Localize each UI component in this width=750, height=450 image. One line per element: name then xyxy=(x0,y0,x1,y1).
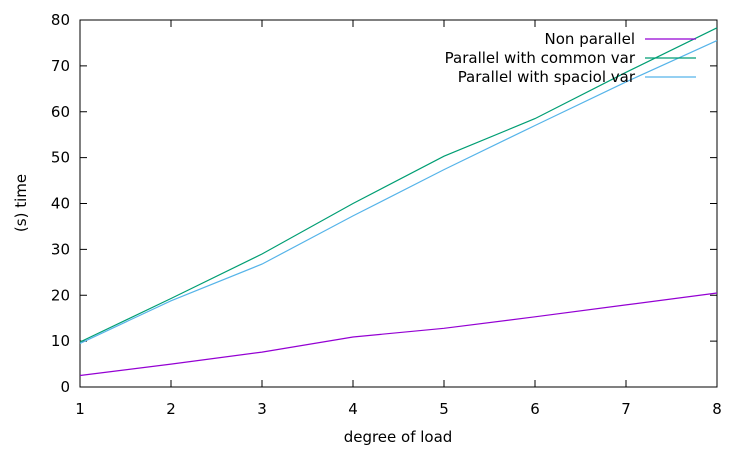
y-tick-label: 10 xyxy=(51,332,70,350)
x-tick-label: 5 xyxy=(439,400,449,418)
series-lines xyxy=(79,27,718,377)
series-line-1 xyxy=(79,292,718,377)
series-line-3 xyxy=(79,40,718,344)
y-tick-label: 30 xyxy=(51,240,70,258)
legend-label-3: Parallel with spaciol var xyxy=(458,68,636,86)
y-tick-label: 20 xyxy=(51,286,70,304)
axis-ticks: 0 10 20 30 40 50 60 70 80 1 2 3 4 5 6 7 8 xyxy=(51,11,722,418)
x-tick-label: 3 xyxy=(257,400,267,418)
y-tick-label: 70 xyxy=(51,57,70,75)
y-tick-label: 60 xyxy=(51,103,70,121)
y-tick-label: 40 xyxy=(51,195,70,213)
y-tick-label: 80 xyxy=(51,11,70,29)
series-line-2 xyxy=(79,27,718,343)
x-tick-label: 6 xyxy=(530,400,540,418)
y-axis-title: (s) time xyxy=(12,174,30,232)
x-tick-label: 4 xyxy=(348,400,358,418)
y-tick-label: 50 xyxy=(51,149,70,167)
x-tick-label: 8 xyxy=(712,400,722,418)
x-tick-label: 1 xyxy=(75,400,85,418)
x-axis-title: degree of load xyxy=(344,428,453,446)
x-tick-label: 2 xyxy=(166,400,176,418)
legend-label-1: Non parallel xyxy=(545,30,635,48)
y-tick-label: 0 xyxy=(60,378,70,396)
x-tick-label: 7 xyxy=(621,400,631,418)
legend-label-2: Parallel with common var xyxy=(445,49,636,67)
